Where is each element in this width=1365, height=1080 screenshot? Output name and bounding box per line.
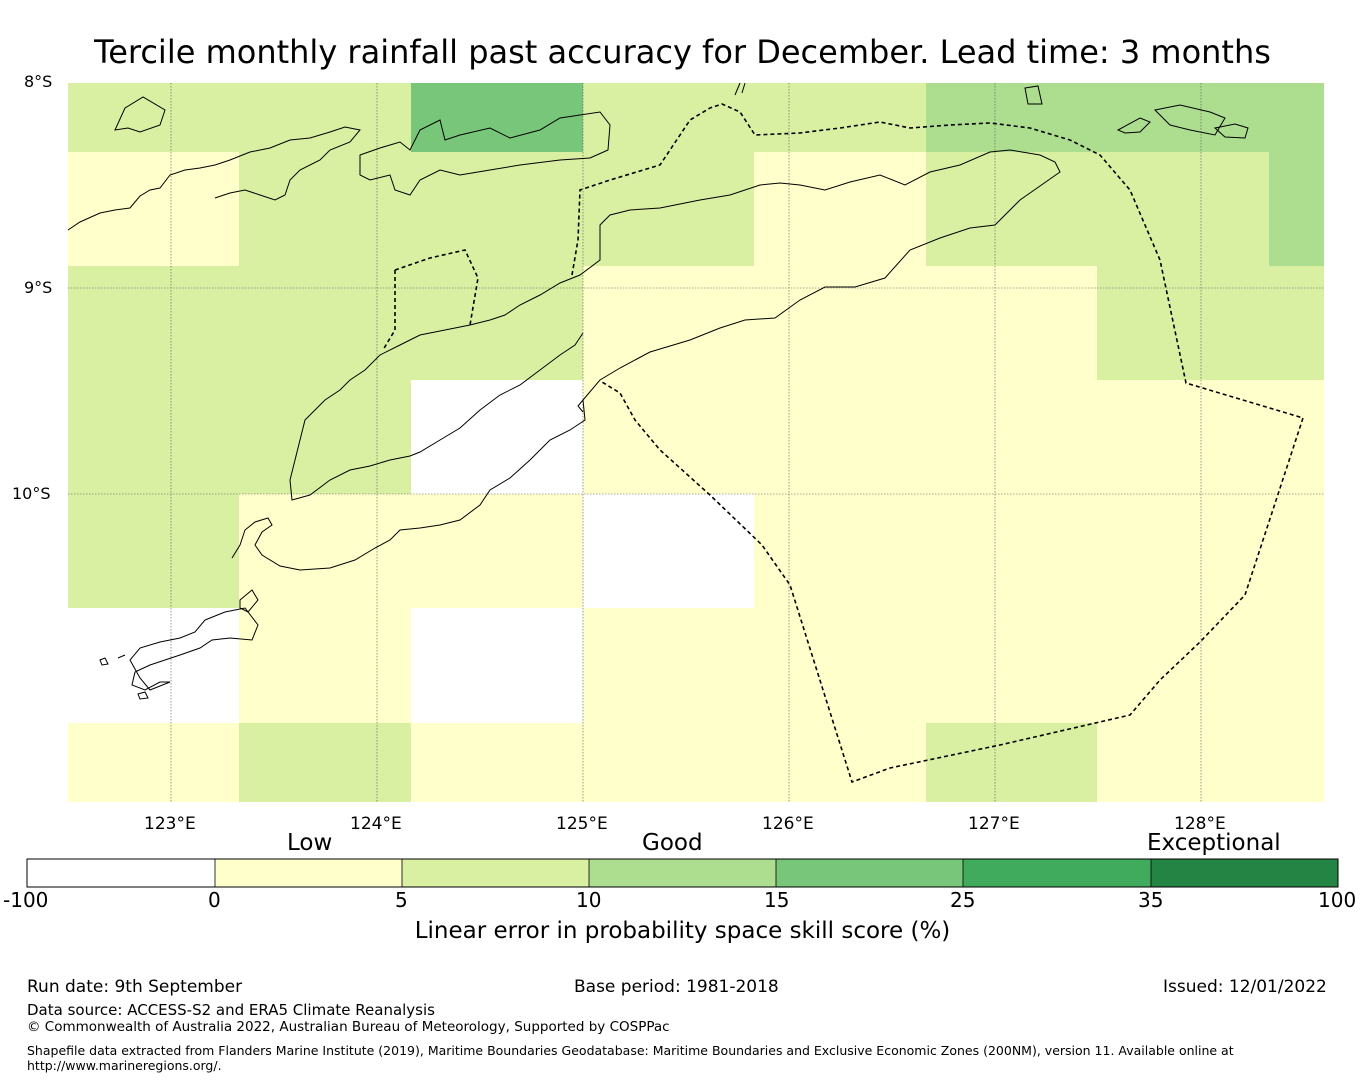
copyright: © Commonwealth of Australia 2022, Austra… — [27, 1019, 670, 1035]
lon-label: 126°E — [762, 814, 814, 834]
issued-date: Issued: 12/01/2022 — [1163, 977, 1327, 997]
colorbar-segment — [963, 859, 1151, 887]
grid-cell — [239, 608, 411, 723]
colorbar-category: Good — [642, 830, 703, 856]
lat-label: 8°S — [24, 72, 53, 91]
grid-cell — [583, 266, 1097, 380]
colorbar-segment — [215, 859, 402, 887]
grid-cell — [1097, 266, 1324, 380]
lat-label: 10°S — [12, 484, 51, 503]
maritime-boundary — [382, 103, 1305, 784]
grid-cell — [926, 83, 1269, 152]
run-date: Run date: 9th September — [27, 977, 243, 997]
base-period: Base period: 1981-2018 — [574, 977, 779, 997]
colorbar-tick: 5 — [395, 888, 408, 912]
grid-cell — [583, 83, 926, 152]
graticule — [68, 83, 1324, 802]
shapefile-credit: Shapefile data extracted from Flanders M… — [27, 1043, 1234, 1058]
colorbar-segment — [27, 859, 215, 887]
lon-label: 124°E — [350, 814, 402, 834]
colorbar-category: Low — [287, 830, 333, 856]
grid-cell — [68, 266, 583, 380]
lat-label: 9°S — [24, 278, 53, 297]
grid-cell — [239, 83, 411, 152]
colorbar-segment — [776, 859, 963, 887]
colorbar-tick: -100 — [3, 888, 49, 912]
grid-cell — [1269, 152, 1324, 266]
grid-cell — [754, 494, 1324, 608]
grid-cell — [239, 723, 411, 802]
grid-cell — [1097, 723, 1324, 802]
colorbar-tick: 100 — [1318, 888, 1357, 912]
grid-cell — [68, 608, 239, 723]
data-source: Data source: ACCESS-S2 and ERA5 Climate … — [27, 1001, 435, 1019]
grid-cell — [239, 152, 754, 266]
lon-label: 127°E — [968, 814, 1020, 834]
grid-cell — [239, 494, 583, 608]
grid-cell — [411, 608, 583, 723]
colorbar-category: Exceptional — [1147, 830, 1281, 856]
grid-cell — [754, 152, 926, 266]
colorbar-tick: 15 — [764, 888, 790, 912]
grid-cell — [411, 723, 926, 802]
grid-cell — [411, 380, 583, 494]
map-title: Tercile monthly rainfall past accuracy f… — [94, 33, 1271, 71]
colorbar-tick: 0 — [208, 888, 221, 912]
grid-cell — [411, 83, 583, 152]
colorbar-segment — [402, 859, 589, 887]
lon-label: 128°E — [1174, 814, 1226, 834]
colorbar-tick: 10 — [576, 888, 602, 912]
shapefile-url: http://www.marineregions.org/. — [27, 1058, 222, 1073]
colorbar — [26, 858, 1339, 888]
grid-cell — [68, 83, 239, 152]
lon-label: 125°E — [556, 814, 608, 834]
colorbar-tick: 35 — [1138, 888, 1164, 912]
colorbar-segment — [1151, 859, 1338, 887]
colorbar-segment — [589, 859, 776, 887]
grid-cell — [68, 494, 239, 608]
grid-cell — [68, 380, 411, 494]
colorbar-label: Linear error in probability space skill … — [414, 918, 951, 944]
coastline — [67, 82, 1249, 700]
grid-cell — [926, 723, 1097, 802]
grid-cell — [68, 723, 239, 802]
colorbar-border — [26, 858, 1339, 888]
grid-cell — [1269, 83, 1324, 152]
grid-cell — [926, 152, 1269, 266]
skill-grid — [68, 83, 1324, 802]
grid-cell — [583, 380, 1324, 494]
lon-label: 123°E — [144, 814, 196, 834]
grid-cell — [583, 608, 1324, 723]
grid-cell — [583, 494, 754, 608]
grid-cell — [68, 152, 239, 266]
colorbar-tick: 25 — [950, 888, 976, 912]
